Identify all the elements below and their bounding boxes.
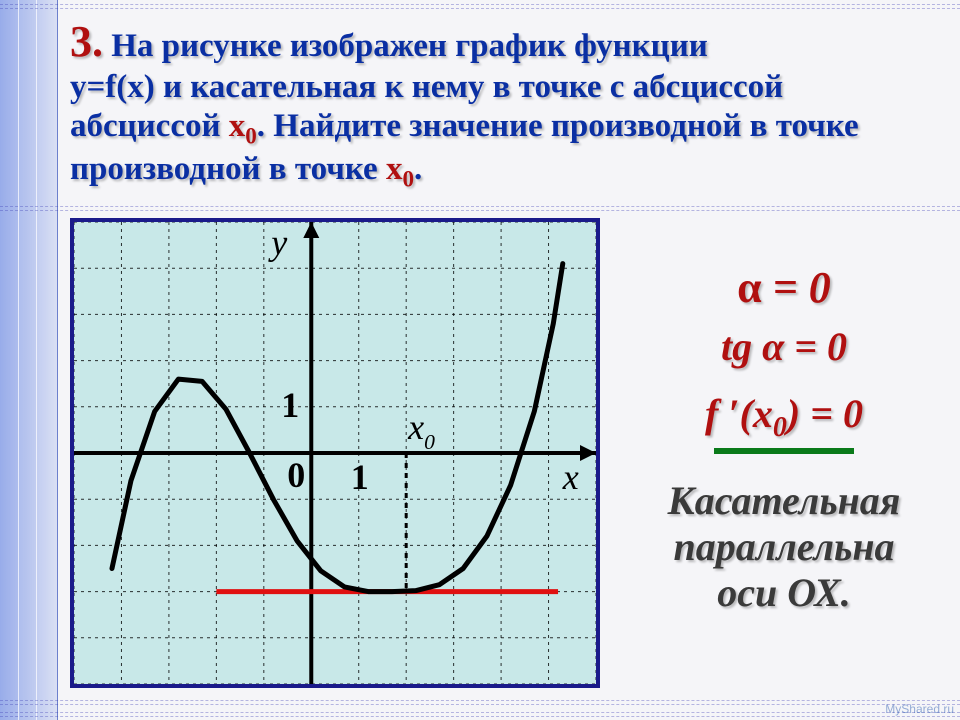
problem-number: 3. <box>70 17 103 66</box>
derivative-line-prefix: производной в точке <box>70 151 386 187</box>
tangent-parallel-note: Касательная параллельна оси ОХ. <box>618 478 950 616</box>
tangent-equals-zero: tg α = 0 <box>618 323 950 370</box>
svg-text:1: 1 <box>351 457 369 497</box>
abscissa-label: абсциссой <box>70 108 229 144</box>
svg-text:0: 0 <box>287 455 305 495</box>
solution-panel: α = 0 tg α = 0 f ′(x0) = 0 Касательная п… <box>618 252 950 616</box>
chart-svg: yx011x0 <box>74 222 596 684</box>
left-decorative-band <box>0 0 58 720</box>
svg-text:x0: x0 <box>407 407 435 454</box>
svg-text:y: y <box>268 222 287 262</box>
alpha-equals-zero: α = 0 <box>618 262 950 313</box>
svg-text:x: x <box>562 457 579 497</box>
svg-text:1: 1 <box>281 385 299 425</box>
watermark: MyShared.ru <box>885 702 954 716</box>
fprime-equals-zero: f ′(x0) = 0 <box>705 390 863 450</box>
function-chart: yx011x0 <box>70 218 600 688</box>
problem-title: 3. На рисунке изображен график функции y… <box>70 16 948 193</box>
